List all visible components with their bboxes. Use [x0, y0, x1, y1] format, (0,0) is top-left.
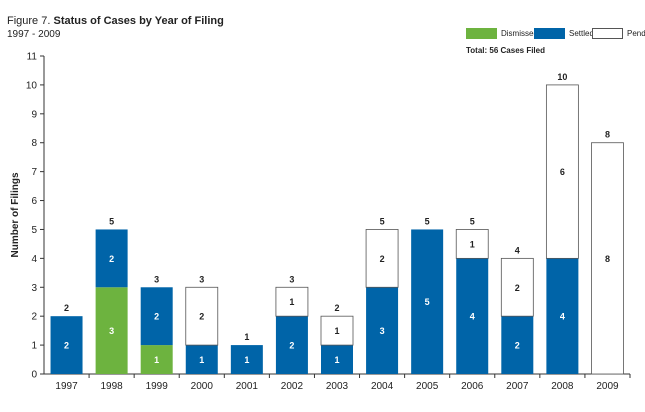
chart-subtitle: 1997 - 2009	[7, 29, 61, 40]
bar-segment-pending	[275, 286, 309, 317]
bar-total-label: 4	[515, 245, 520, 255]
x-tick-label: 2000	[191, 381, 214, 392]
bar-segment-value-label: 3	[380, 326, 385, 336]
bar-segment-settled	[140, 287, 173, 346]
bar-total-label: 5	[425, 216, 430, 226]
legend-swatch-pending	[592, 27, 623, 39]
x-tick-label: 2009	[596, 381, 619, 392]
bar-segment-settled	[411, 229, 444, 374]
bar-segment-dismissed	[95, 287, 128, 374]
x-tick-label: 2002	[281, 381, 304, 392]
legend: Dismissed Settled Pending Total: 56 Case…	[466, 27, 645, 57]
bar-segment-value-label: 1	[470, 239, 475, 249]
figure-number: Figure 7.	[7, 15, 51, 27]
bar-segment-pending	[591, 142, 624, 375]
bar-total-label: 2	[64, 303, 69, 313]
bar-total-label: 3	[289, 274, 294, 284]
bar-segment-value-label: 2	[109, 254, 114, 264]
legend-label-settled: Settled	[569, 28, 594, 38]
bar-segment-pending	[545, 84, 579, 259]
y-tick-label: 11	[27, 52, 38, 63]
legend-swatch-settled	[534, 27, 565, 39]
legend-total: Total: 56 Cases Filed	[466, 46, 545, 55]
y-tick-label: 9	[31, 109, 37, 120]
y-tick-label: 6	[31, 196, 37, 207]
y-tick-label: 1	[31, 341, 37, 352]
bar-segment-value-label: 1	[289, 297, 294, 307]
bar-segment-value-label: 1	[154, 355, 159, 365]
bar-segment-value-label: 2	[515, 283, 520, 293]
bar-segment-value-label: 3	[109, 326, 114, 336]
legend-label-dismissed: Dismissed	[501, 28, 538, 38]
legend-item-dismissed: Dismissed	[466, 27, 538, 39]
bar-total-label: 3	[154, 274, 159, 284]
chart-title-block: Figure 7. Status of Cases by Year of Fil…	[7, 14, 224, 42]
y-tick-label: 2	[31, 312, 37, 323]
x-tick-label: 2004	[371, 381, 394, 392]
bar-segment-pending	[185, 286, 219, 346]
bar-segment-settled	[366, 287, 399, 374]
y-tick-label: 3	[31, 283, 37, 294]
legend-item-settled: Settled	[534, 27, 594, 39]
bar-total-label: 10	[557, 72, 567, 82]
bar-segment-settled	[275, 316, 308, 374]
x-tick-label: 2005	[416, 381, 439, 392]
bar-segment-value-label: 2	[515, 341, 520, 351]
bar-segment-value-label: 2	[380, 254, 385, 264]
y-tick-label: 7	[31, 167, 37, 178]
bar-segment-value-label: 2	[289, 341, 294, 351]
x-tick-label: 1999	[146, 381, 169, 392]
bar-total-label: 3	[199, 274, 204, 284]
bar-segment-settled	[230, 345, 263, 374]
bar-total-label: 5	[470, 216, 475, 226]
legend-item-pending: Pending	[592, 27, 645, 39]
bar-segment-settled	[95, 229, 128, 288]
bar-segment-dismissed	[140, 345, 173, 374]
x-tick-label: 2001	[236, 381, 259, 392]
bar-total-label: 8	[605, 130, 610, 140]
x-tick-label: 1998	[100, 381, 123, 392]
y-tick-label: 0	[31, 370, 37, 381]
y-tick-label: 5	[31, 225, 37, 236]
bar-segment-value-label: 4	[470, 312, 475, 322]
legend-swatch-dismissed	[466, 27, 497, 39]
bar-total-label: 5	[380, 216, 385, 226]
bar-segment-pending	[365, 229, 399, 288]
bar-segment-value-label: 1	[334, 326, 339, 336]
bar-segment-settled	[50, 316, 83, 374]
bar-total-label: 2	[334, 303, 339, 313]
bar-segment-value-label: 1	[334, 355, 339, 365]
bar-segment-pending	[500, 257, 534, 317]
y-axis-label: Number of Filings	[10, 172, 21, 257]
bar-segment-value-label: 1	[199, 355, 204, 365]
x-tick-label: 2003	[326, 381, 349, 392]
x-tick-label: 2006	[461, 381, 484, 392]
bar-total-label: 1	[244, 332, 249, 342]
bar-segment-pending	[320, 315, 354, 346]
bar-segment-value-label: 2	[64, 341, 69, 351]
bar-segment-value-label: 5	[425, 297, 430, 307]
bar-segment-settled	[456, 258, 489, 374]
y-tick-label: 10	[26, 80, 38, 91]
bar-segment-pending	[455, 229, 489, 259]
x-tick-label: 2007	[506, 381, 529, 392]
y-tick-label: 8	[31, 138, 37, 149]
y-tick-label: 4	[31, 254, 37, 265]
bar-segment-value-label: 2	[199, 312, 204, 322]
legend-label-pending: Pending	[627, 28, 645, 38]
bar-segment-value-label: 2	[154, 312, 159, 322]
bar-total-label: 5	[109, 216, 114, 226]
chart-title: Status of Cases by Year of Filing	[53, 15, 224, 27]
bar-segment-settled	[546, 258, 579, 374]
x-tick-label: 1997	[55, 381, 78, 392]
bar-segment-value-label: 8	[605, 254, 610, 264]
bar-segment-settled	[501, 316, 534, 374]
bar-segment-value-label: 4	[560, 312, 565, 322]
x-tick-label: 2008	[551, 381, 574, 392]
bar-segment-value-label: 1	[244, 355, 249, 365]
bar-segment-settled	[185, 345, 218, 374]
bar-segment-value-label: 6	[560, 167, 565, 177]
bar-segment-settled	[321, 345, 353, 374]
